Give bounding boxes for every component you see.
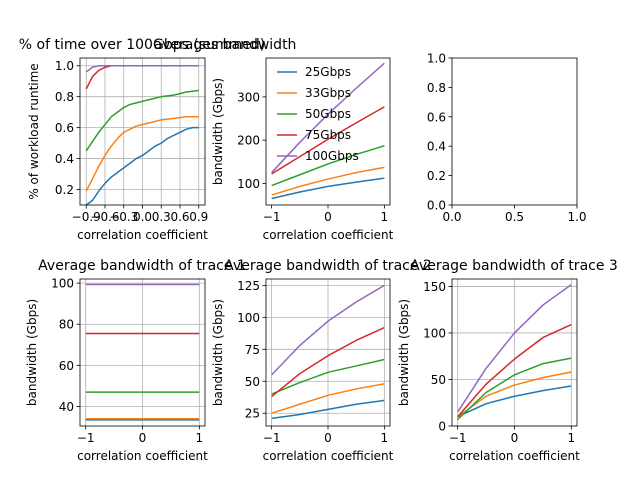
x-tick-label: 0.5 [505, 210, 524, 224]
series-line-1 [271, 177, 385, 200]
subplot-title: Average bandwidth of trace 1 [38, 258, 246, 274]
y-tick-label: 1.0 [55, 59, 74, 73]
y-tick-label: 125 [237, 279, 260, 293]
legend-label: 25Gbps [305, 65, 351, 79]
y-tick-label: 0.4 [55, 152, 74, 166]
legend-label: 33Gbps [305, 86, 351, 100]
y-tick-label: 50 [431, 373, 446, 387]
subplot-title: % of time over 100Gbps (summed) [19, 37, 265, 53]
y-tick-label: 300 [237, 90, 260, 104]
x-tick-label: 0.0 [133, 210, 152, 224]
x-tick-label: 0 [511, 431, 519, 445]
x-axis-label: correlation coefficient [263, 449, 394, 463]
y-tick-label: 0.6 [55, 121, 74, 135]
subplot-2: −1 0 1 100 200 300 averages bandwidth correlati… [154, 37, 394, 242]
x-tick-label: 0 [139, 431, 147, 445]
legend: 25Gbps 33Gbps 50Gbps 75Gbps 100Gbps [277, 65, 359, 163]
x-tick-label: −1 [449, 431, 467, 445]
x-tick-label: 0.9 [189, 210, 208, 224]
series-line-5 [457, 283, 572, 413]
series-line-5 [271, 284, 385, 376]
y-tick-label: 75 [245, 343, 260, 357]
y-tick-label: 0 [438, 420, 446, 434]
y-tick-label: 0.0 [427, 199, 446, 213]
y-axis-label: bandwidth (Gbps) [211, 78, 225, 185]
x-tick-label: 1 [567, 431, 575, 445]
y-tick-label: 100 [51, 277, 74, 291]
x-tick-label: −1 [263, 431, 281, 445]
series-line-4 [271, 326, 385, 398]
x-tick-label: −1 [263, 210, 281, 224]
x-axis-label: correlation coefficient [77, 228, 208, 242]
y-tick-label: 40 [59, 400, 74, 414]
series-line-5 [85, 64, 199, 73]
x-axis-label: correlation coefficient [77, 449, 208, 463]
legend-label: 75Gbps [305, 128, 351, 142]
series-line-3 [271, 145, 385, 187]
series-line-3 [457, 357, 572, 421]
legend-label: 100Gbps [305, 149, 359, 163]
y-tick-label: 50 [245, 375, 260, 389]
y-tick-label: 0.2 [427, 169, 446, 183]
series-line-1 [271, 399, 385, 420]
y-tick-label: 0.4 [427, 140, 446, 154]
y-tick-label: 0.8 [55, 90, 74, 104]
y-axis-label: bandwidth (Gbps) [211, 299, 225, 406]
x-tick-label: 0.0 [442, 210, 461, 224]
subplot-1: −0.9−0.6−0.30.0 0.3 0.6 0.90.20.40.60.81.0%… [19, 37, 265, 242]
x-tick-label: −0.9 [72, 210, 101, 224]
y-axis-label: bandwidth (Gbps) [397, 299, 411, 406]
y-tick-label: 100 [423, 326, 446, 340]
x-tick-label: 1 [195, 431, 203, 445]
series-line-4 [457, 323, 572, 418]
x-tick-label: 0 [324, 210, 332, 224]
y-tick-label: 200 [237, 134, 260, 148]
y-tick-label: 1.0 [427, 52, 446, 66]
y-tick-label: 0.2 [55, 183, 74, 197]
x-tick-label: 1.0 [567, 210, 586, 224]
x-tick-label: −0.6 [90, 210, 119, 224]
y-tick-label: 150 [423, 280, 446, 294]
series-line-2 [271, 166, 385, 196]
subplot-3: 0.0 0.5 1.0 0.0 0.2 0.4 0.6 0.8 1.0 [427, 52, 587, 225]
subplot-title: Average bandwidth of trace 2 [224, 258, 432, 274]
series-line-1 [457, 385, 572, 418]
x-tick-label: 1 [381, 210, 389, 224]
y-tick-label: 100 [237, 177, 260, 191]
y-axis-label: bandwidth (Gbps) [25, 299, 39, 406]
y-tick-label: 0.6 [427, 110, 446, 124]
x-tick-label: 0.3 [152, 210, 171, 224]
y-tick-label: 80 [59, 318, 74, 332]
y-tick-label: 0.8 [427, 81, 446, 95]
subplot-title: averages bandwidth [154, 37, 297, 53]
subplot-4: −1 0 1 40 60 80 100 Average bandwidth of trace … [25, 258, 246, 463]
x-tick-label: −0.3 [109, 210, 138, 224]
y-tick-label: 60 [59, 359, 74, 373]
x-tick-label: 0.6 [170, 210, 189, 224]
series-line-2 [85, 116, 199, 192]
y-tick-label: 100 [237, 311, 260, 325]
series-line-2 [457, 371, 572, 418]
x-tick-label: 0 [324, 431, 332, 445]
x-axis-label: correlation coefficient [263, 228, 394, 242]
series-line-1 [85, 126, 199, 206]
legend-label: 50Gbps [305, 107, 351, 121]
series-line-4 [271, 106, 385, 175]
x-tick-label: −1 [77, 431, 95, 445]
x-tick-label: 1 [381, 431, 389, 445]
y-tick-label: 25 [245, 407, 260, 421]
series-line-3 [271, 358, 385, 395]
series-line-2 [271, 383, 385, 414]
series-line-3 [85, 89, 199, 152]
axes-frame [451, 57, 578, 206]
series-line-5 [271, 62, 385, 174]
x-axis-label: correlation coefficient [449, 449, 580, 463]
y-axis-label: % of workload runtime [27, 63, 41, 199]
subplot-title: Average bandwidth of trace 3 [410, 258, 618, 274]
